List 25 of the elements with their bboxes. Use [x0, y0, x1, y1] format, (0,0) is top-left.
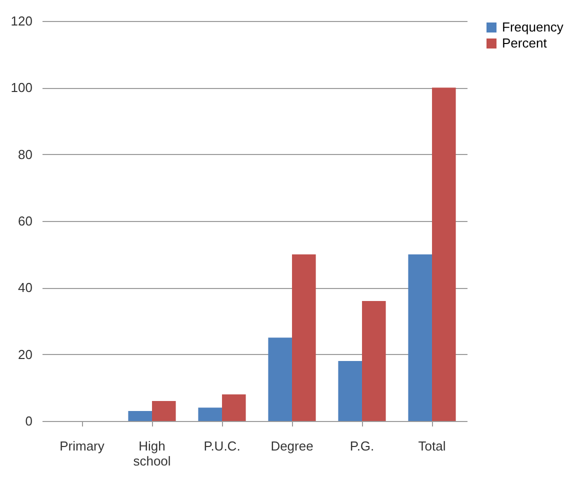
- x-tick-label: P.G.: [350, 438, 374, 454]
- bar: [268, 338, 292, 421]
- x-tick-label: Total: [418, 438, 446, 454]
- y-tick-label: 100: [10, 80, 32, 96]
- y-tick-label: 0: [25, 414, 32, 428]
- bar: [198, 408, 222, 421]
- x-tick-label: Primary: [60, 438, 105, 454]
- x-tick-label: Degree: [270, 438, 314, 454]
- y-tick-label: 120: [10, 14, 32, 28]
- y-tick-label: 40: [18, 280, 32, 296]
- legend-label: Frequency: [502, 20, 564, 34]
- y-tick-label: 80: [18, 146, 32, 162]
- y-tick-label: 20: [18, 346, 32, 362]
- bar: [152, 401, 176, 421]
- x-tick-label: P.U.C.: [204, 438, 240, 454]
- x-tick-label: High school: [133, 438, 171, 468]
- bar: [362, 301, 386, 421]
- y-tick-label: 60: [18, 214, 32, 228]
- bar: [222, 394, 246, 421]
- bar: [432, 88, 456, 421]
- bar: [338, 361, 362, 421]
- bar: [408, 254, 432, 421]
- bar: [128, 411, 152, 421]
- bar: [292, 254, 316, 421]
- legend-label: Percent: [502, 36, 548, 50]
